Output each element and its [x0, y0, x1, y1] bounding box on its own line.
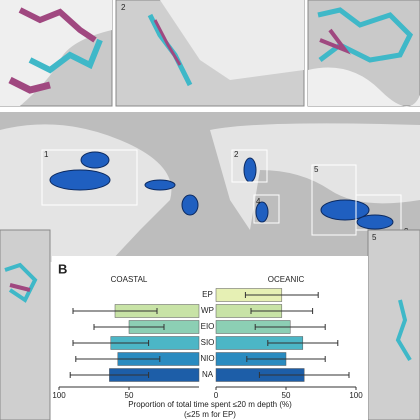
inset-map [0, 229, 51, 420]
track [320, 199, 370, 221]
x-axis-note: (≤25 m for EP) [184, 410, 236, 419]
category-label: WP [201, 306, 214, 315]
legend-label: COASTAL [111, 275, 148, 284]
inset-label: 2 [121, 3, 126, 12]
track [28, 38, 103, 74]
category-label: SIO [201, 338, 215, 347]
chart-panel [52, 256, 368, 420]
track [243, 157, 257, 183]
track [181, 194, 199, 216]
track [356, 214, 394, 230]
category-label: NIO [200, 354, 214, 363]
land [308, 67, 420, 107]
track [18, 7, 97, 43]
tracks [49, 151, 394, 230]
map-label: 2 [234, 150, 239, 159]
land [160, 0, 304, 80]
track [319, 28, 351, 55]
track [153, 19, 182, 66]
map-label: 5 [314, 165, 319, 174]
inset-box [231, 149, 268, 183]
track [80, 151, 110, 169]
track [317, 7, 414, 63]
x-tick-label: 50 [282, 391, 291, 400]
x-tick-label: 50 [125, 391, 134, 400]
inset-label: 5 [372, 233, 377, 242]
inset-box [41, 149, 138, 206]
x-axis-title: Proportion of total time spent ≤20 m dep… [128, 400, 292, 409]
x-tick-label: 0 [214, 391, 219, 400]
x-tick-label: 100 [52, 391, 66, 400]
map-label: 1 [44, 150, 49, 159]
track [9, 283, 31, 292]
inset-map [367, 229, 420, 420]
track [49, 169, 111, 191]
track [8, 76, 51, 94]
category-label: EIO [201, 322, 215, 331]
map-label: 4 [256, 197, 261, 206]
inset-box [253, 194, 280, 224]
track [395, 299, 412, 362]
x-tick-label: 100 [349, 391, 363, 400]
panel-label: B [58, 261, 67, 276]
track [255, 201, 269, 223]
track [144, 179, 176, 191]
track [4, 262, 38, 303]
legend-label: OCEANIC [268, 275, 305, 284]
land [0, 0, 112, 106]
category-label: EP [202, 290, 213, 299]
category-label: NA [202, 370, 214, 379]
